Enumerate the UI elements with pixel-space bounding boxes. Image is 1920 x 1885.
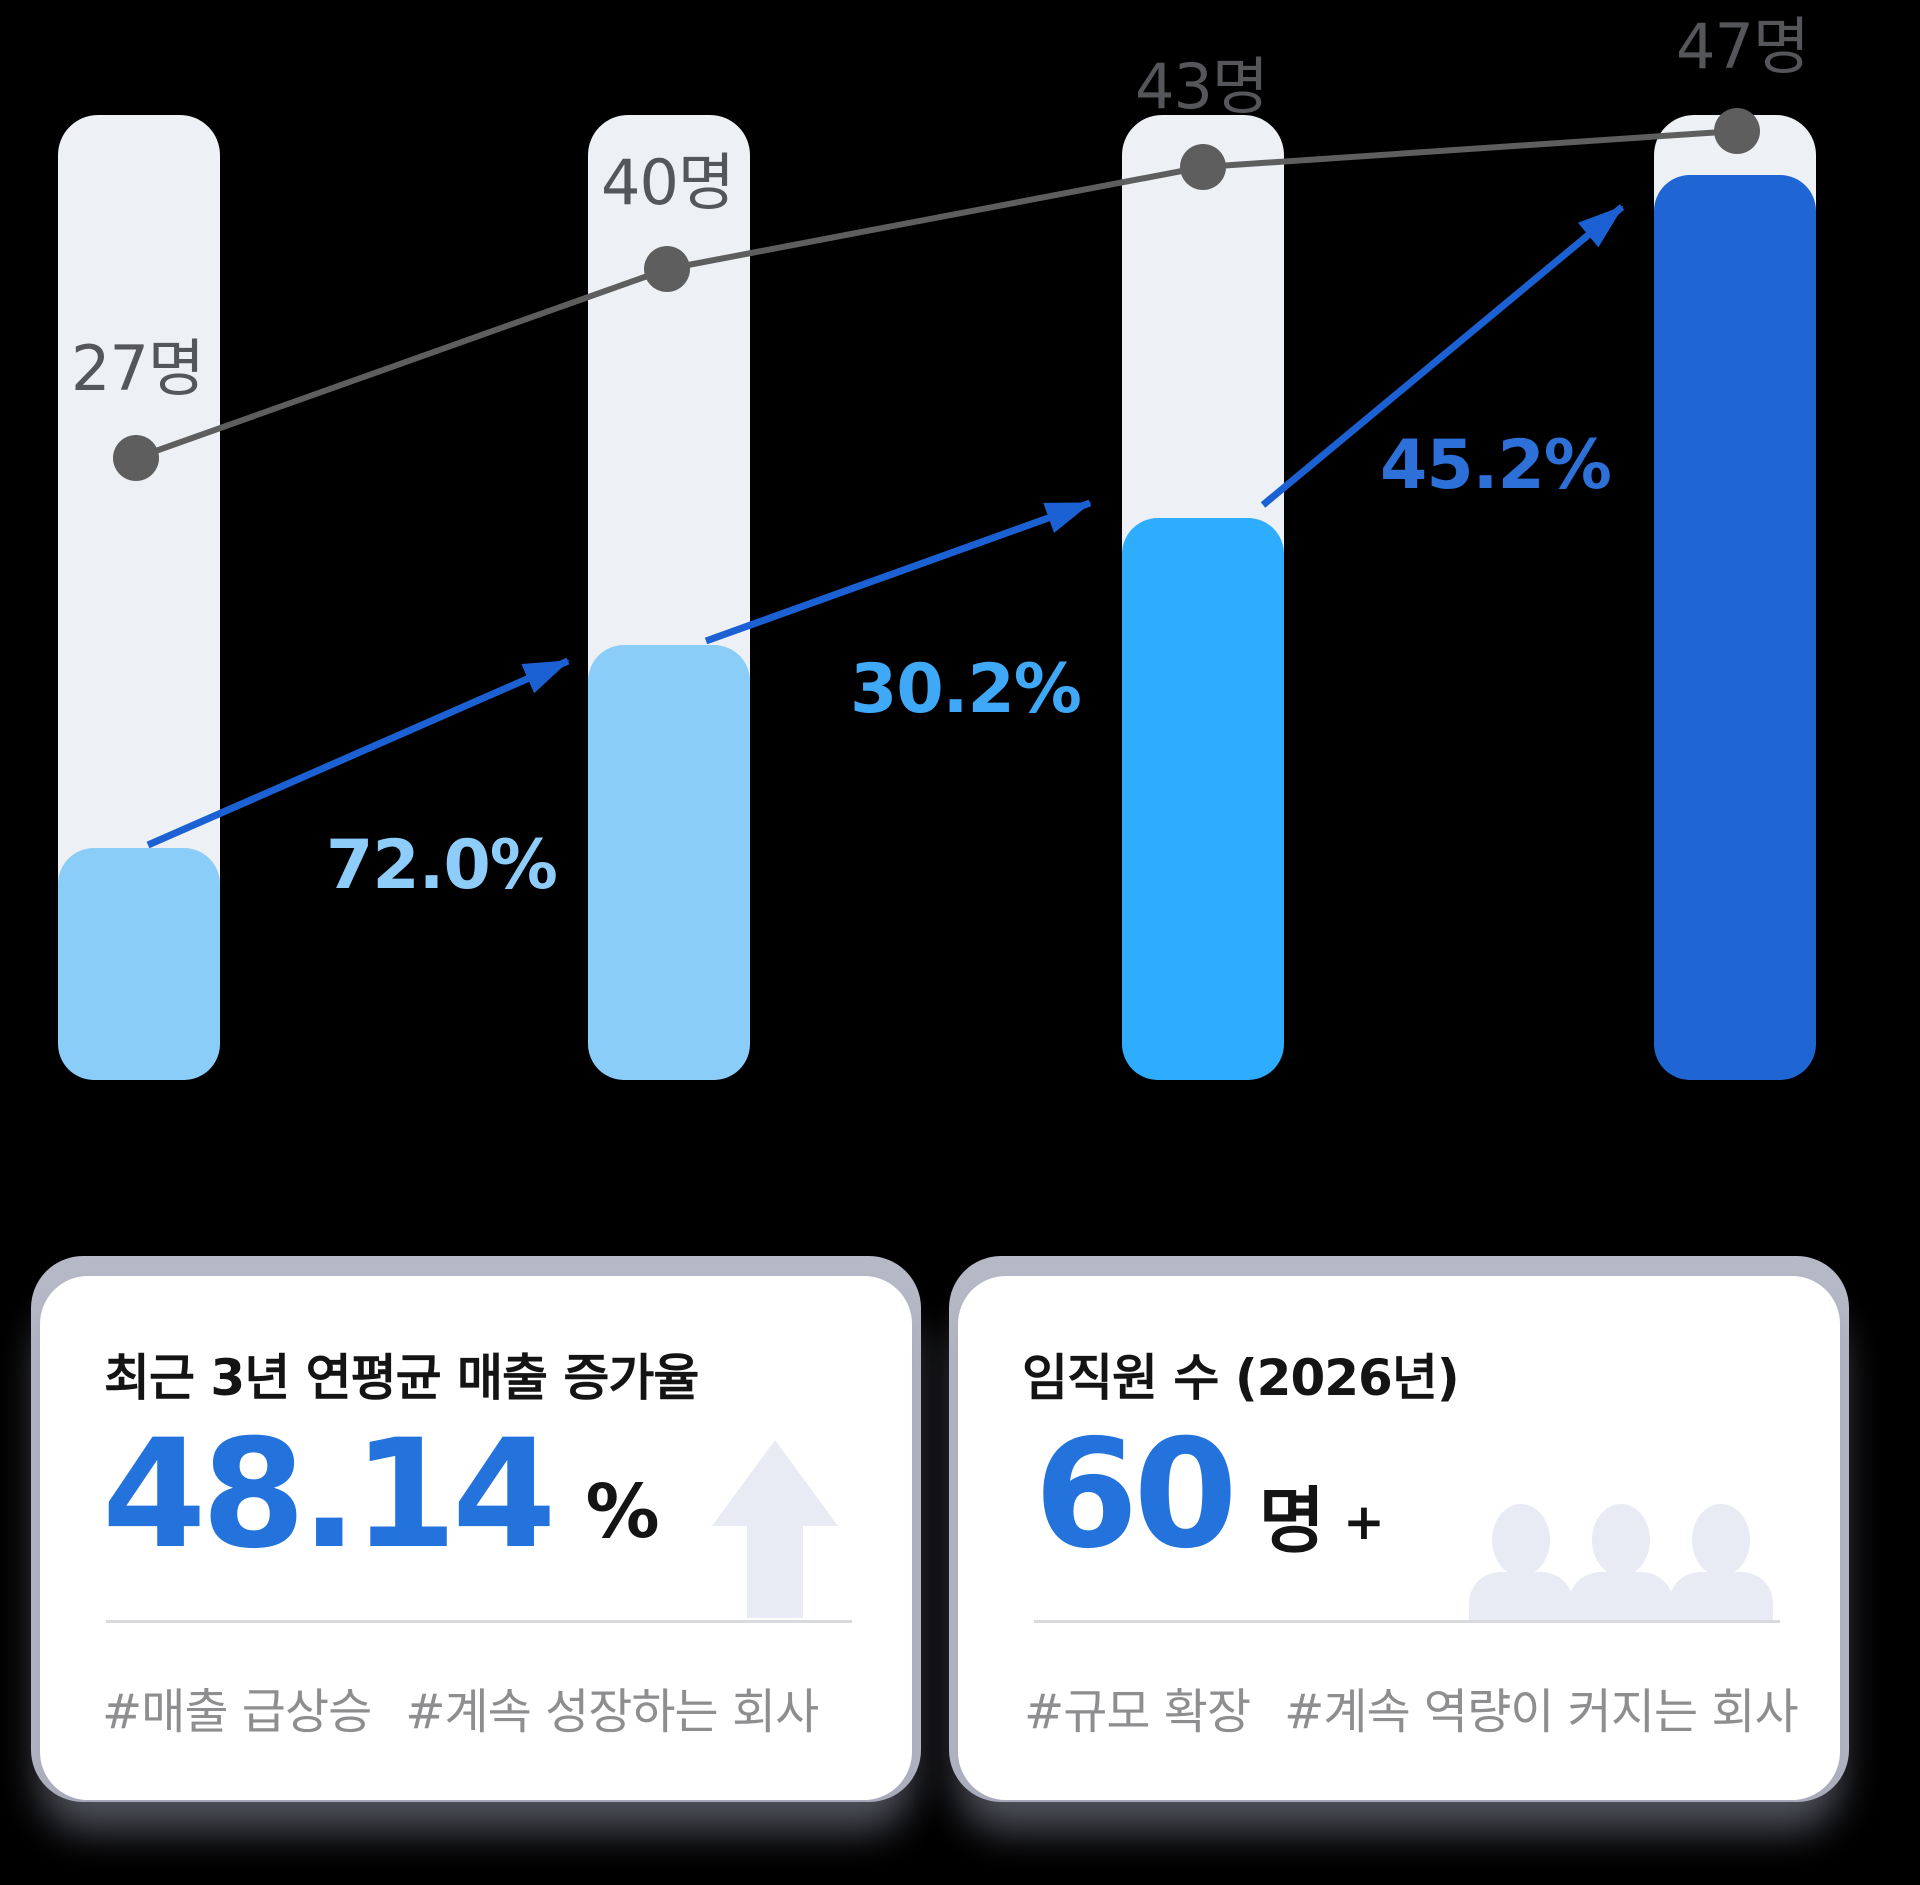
- bar-fill-3: [1122, 518, 1284, 1080]
- person-unit: 명: [1258, 1479, 1325, 1563]
- card-divider: [106, 1620, 852, 1623]
- growth-rate-label-1: 72.0%: [326, 826, 558, 905]
- people-icon: [1469, 1504, 1773, 1620]
- growth-rate-label-2: 30.2%: [850, 650, 1082, 729]
- headcount-value: 60: [1034, 1408, 1238, 1582]
- hashtag: #계속 역량이 커지는 회사: [1284, 1684, 1799, 1740]
- bar-track-1: [58, 115, 220, 1080]
- employee-line: [134, 128, 1738, 461]
- bar-track-4: [1654, 115, 1816, 1080]
- employee-count-label-4: 47명: [1676, 10, 1810, 83]
- percent-unit: %: [585, 1469, 660, 1555]
- card-divider: [1034, 1620, 1780, 1623]
- revenue-growth-card: 최근 3년 연평균 매출 증가율 48.14 % #매출 급상승 #계속 성장하…: [31, 1256, 921, 1802]
- bar-fill-4: [1654, 175, 1816, 1080]
- hashtag: #규모 확장: [1024, 1684, 1251, 1740]
- plus-sign: +: [1343, 1493, 1385, 1551]
- employee-count-label-2: 40명: [601, 146, 735, 219]
- revenue-growth-value: 48.14: [102, 1408, 556, 1582]
- up-arrow-icon: [712, 1440, 838, 1620]
- bar-track-3: [1122, 115, 1284, 1080]
- hashtag: #계속 성장하는 회사: [405, 1684, 819, 1740]
- headcount-card: 임직원 수 (2026년) 60 명 + #규모 확장 #계속 역량이 커지는 …: [949, 1256, 1849, 1802]
- bar-track-2: [588, 115, 750, 1080]
- growth-rate-label-3: 45.2%: [1380, 426, 1612, 505]
- growth-arrow-2: [704, 499, 1092, 645]
- headcount-card-title: 임직원 수 (2026년): [1022, 1349, 1460, 1407]
- employee-count-label-1: 27명: [71, 332, 205, 405]
- employee-count-label-3: 43명: [1135, 50, 1269, 123]
- revenue-card-title: 최근 3년 연평균 매출 증가율: [104, 1349, 699, 1407]
- bar-fill-1: [58, 848, 220, 1080]
- bar-fill-2: [588, 645, 750, 1080]
- hashtag: #매출 급상승: [102, 1684, 372, 1740]
